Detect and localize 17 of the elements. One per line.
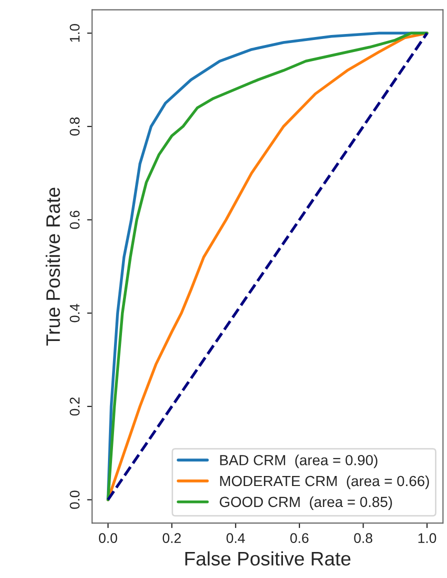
x-axis-title: False Positive Rate bbox=[185, 551, 350, 566]
x-tick-label: 0.4 bbox=[226, 533, 245, 544]
y-tick-label: 0.4 bbox=[70, 304, 80, 322]
legend-label: MODERATE CRM (area = 0.66) bbox=[220, 475, 429, 490]
legend-label: BAD CRM (area = 0.90) bbox=[220, 454, 378, 468]
legend-label: GOOD CRM (area = 0.85) bbox=[220, 496, 392, 510]
y-tick-label: 0.0 bbox=[70, 490, 80, 509]
x-tick-label: 0.8 bbox=[354, 533, 372, 544]
y-tick-label: 0.6 bbox=[70, 210, 80, 229]
y-axis-title: True Positive Rate bbox=[46, 188, 60, 346]
y-tick-label: 1.0 bbox=[70, 24, 80, 42]
x-tick-label: 0.2 bbox=[162, 533, 181, 544]
y-tick-label: 0.8 bbox=[70, 117, 80, 136]
x-tick-label: 0.0 bbox=[98, 533, 118, 544]
x-tick-label: 1.0 bbox=[418, 533, 436, 544]
x-tick-label: 0.6 bbox=[290, 533, 308, 544]
y-tick-label: 0.2 bbox=[70, 397, 80, 416]
